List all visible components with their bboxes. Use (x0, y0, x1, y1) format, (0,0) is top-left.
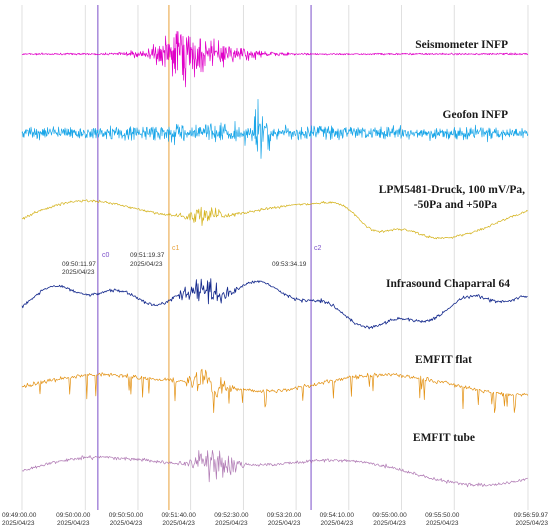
x-tick-date-0: 2025/04/23 (2, 520, 35, 527)
cursor-c1-time: 09:51:19.37 (130, 252, 165, 259)
x-tick-date-1: 2025/04/23 (57, 520, 90, 527)
x-axis-ticks: 09:49:00.002025/04/2309:50:00.002025/04/… (2, 512, 548, 527)
x-tick-time-7: 09:55:00.00 (372, 512, 407, 519)
trace-5 (21, 449, 528, 488)
x-tick-time-4: 09:52:30.00 (214, 512, 249, 519)
grid-lines (21, 5, 529, 510)
cursor-lines (97, 5, 312, 510)
x-tick-date-9: 2025/04/23 (515, 520, 548, 527)
cursor-c0-date: 2025/04/23 (62, 269, 95, 276)
cursor-readouts: 09:50:11.97 2025/04/23 c0 09:51:19.37 20… (62, 245, 322, 276)
x-tick-date-8: 2025/04/23 (426, 520, 459, 527)
trace-label-lpm5481-range: -50Pa and +50Pa (414, 199, 497, 211)
trace-labels: Seismometer INFP Geofon INFP LPM5481-Dru… (379, 39, 525, 444)
x-tick-time-8: 09:55:50.00 (425, 512, 460, 519)
x-tick-time-6: 09:54:10.00 (320, 512, 355, 519)
cursor-c0-tag: c0 (102, 252, 110, 259)
x-tick-date-5: 2025/04/23 (268, 520, 301, 527)
trace-label-seismometer: Seismometer INFP (415, 39, 508, 51)
x-tick-date-6: 2025/04/23 (321, 520, 354, 527)
cursor-c1-tag: c1 (172, 245, 180, 252)
traces (21, 30, 529, 488)
cursor-c2-tag: c2 (314, 245, 322, 252)
trace-0 (21, 30, 528, 88)
cursor-c1-date: 2025/04/23 (130, 261, 163, 268)
x-tick-date-2: 2025/04/23 (110, 520, 143, 527)
x-tick-time-0: 09:49:00.00 (2, 512, 37, 519)
x-tick-date-3: 2025/04/23 (162, 520, 195, 527)
cursor-c0-time: 09:50:11.97 (62, 261, 96, 268)
trace-label-emfit-flat: EMFIT flat (415, 354, 472, 366)
x-tick-time-5: 09:53:20.00 (267, 512, 302, 519)
x-tick-date-4: 2025/04/23 (215, 520, 248, 527)
x-tick-date-7: 2025/04/23 (373, 520, 406, 527)
trace-1 (21, 98, 529, 159)
trace-4 (21, 368, 529, 413)
trace-label-infrasound: Infrasound Chaparral 64 (386, 278, 510, 290)
trace-label-emfit-tube: EMFIT tube (413, 432, 475, 444)
trace-3 (21, 278, 528, 330)
x-tick-time-1: 09:50:00.00 (56, 512, 91, 519)
trace-label-lpm5481: LPM5481-Druck, 100 mV/Pa, (379, 184, 525, 196)
cursor-c2-time: 09:53:34.19 (272, 261, 307, 268)
trace-2 (21, 199, 528, 240)
x-tick-time-2: 09:50:50.00 (109, 512, 144, 519)
x-tick-time-3: 09:51:40.00 (162, 512, 197, 519)
trace-label-geofon: Geofon INFP (443, 109, 508, 121)
x-tick-time-9: 09:56:59.97 (514, 512, 549, 519)
